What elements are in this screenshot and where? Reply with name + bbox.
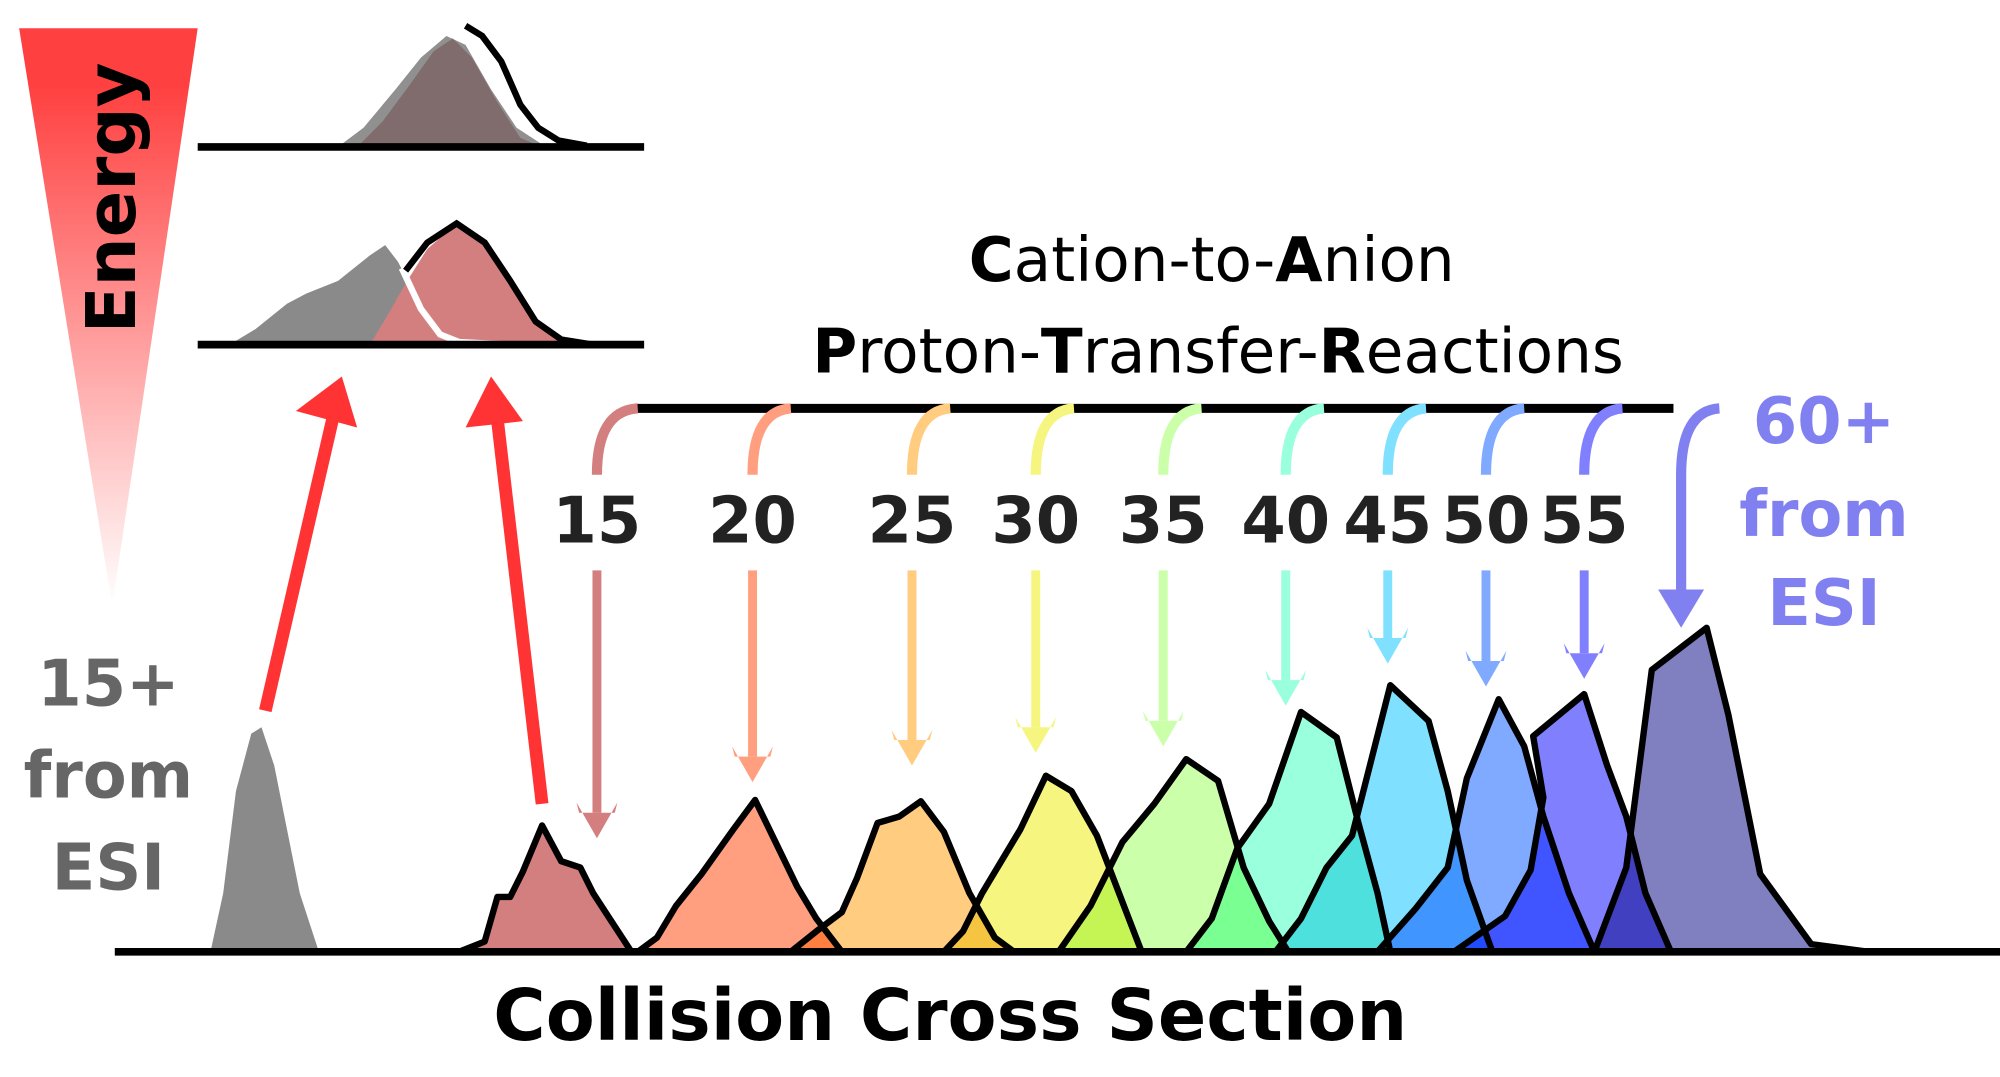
title-segment: C — [969, 225, 1014, 296]
bracket-hook — [1579, 403, 1624, 475]
peak-charge-20 — [634, 796, 846, 955]
esi-low-line-3: ESI — [52, 831, 165, 905]
inset-low-energy — [197, 20, 645, 153]
arrow-down-icon — [732, 746, 773, 783]
esi-high-line-1: 60+ — [1753, 385, 1895, 459]
bracket-hook — [591, 403, 639, 475]
title-segment: eactions — [1366, 317, 1624, 388]
energy-arrow-left — [259, 376, 358, 713]
charge-label-15: 15 — [553, 484, 642, 558]
charge-arrow-35: 35 — [1119, 403, 1208, 747]
arrow-down-icon — [1563, 643, 1605, 679]
bracket-hook — [1280, 403, 1325, 475]
esi-low-line-2: from — [24, 739, 193, 813]
charge-label-30: 30 — [991, 484, 1080, 558]
title-segment: ation-to- — [1014, 225, 1276, 296]
title-segment: T — [1041, 317, 1083, 388]
esi-high-label: 60+ from ESI — [1739, 385, 1908, 641]
esi-low-line-1: 15+ — [37, 648, 179, 722]
title-segment: P — [812, 317, 857, 388]
peak-charge-15 — [455, 822, 635, 955]
peaks — [455, 624, 1872, 955]
charge-arrow-30: 30 — [991, 403, 1080, 753]
charge-arrow-45: 45 — [1343, 403, 1432, 664]
title-segment: roton- — [857, 317, 1041, 388]
charge-arrows: 15 20 25 30 35 40 45 50 55 — [553, 403, 1721, 839]
arrow-down-icon — [1465, 650, 1507, 687]
peak-charge-60+ — [1591, 624, 1872, 955]
charge-label-25: 25 — [868, 484, 957, 558]
charge-label-55: 55 — [1540, 484, 1629, 558]
arrow-down-icon — [1265, 669, 1307, 706]
energy-gradient-triangle — [19, 28, 198, 607]
esi-low-label: 15+ from ESI — [24, 648, 193, 906]
arrow-down-icon — [1142, 710, 1184, 747]
bracket-hook — [1382, 403, 1427, 475]
arrow-down-icon — [1658, 589, 1705, 628]
charge-arrow-20: 20 — [708, 403, 797, 783]
arrow-down-icon — [891, 729, 933, 766]
charge-arrow-40: 40 — [1241, 403, 1330, 706]
arrow-down-icon — [576, 802, 618, 839]
charge-arrow-50: 50 — [1442, 403, 1531, 687]
charge-label-50: 50 — [1442, 484, 1531, 558]
charge-arrow-25: 25 — [868, 403, 957, 766]
bracket-hook — [1030, 403, 1075, 475]
energy-arrow-right — [465, 376, 549, 805]
arrow-down-icon — [1367, 627, 1409, 664]
arrow-down-icon — [1015, 717, 1057, 753]
bracket-hook — [747, 403, 792, 475]
title-segment: A — [1275, 225, 1323, 296]
title-segment: R — [1319, 317, 1366, 388]
title-line-1: Cation-to-Anion — [969, 225, 1455, 296]
charge-arrow-55: 55 — [1540, 403, 1629, 679]
inset-high-energy — [197, 219, 645, 349]
title-segment: nion — [1323, 225, 1455, 296]
esi-high-line-3: ESI — [1767, 567, 1880, 641]
x-axis-label: Collision Cross Section — [493, 974, 1407, 1057]
charge-label-20: 20 — [708, 484, 797, 558]
bracket-hook — [1676, 403, 1721, 600]
title-line-2: Proton-Transfer-Reactions — [812, 317, 1623, 388]
energy-label: Energy — [72, 62, 152, 333]
charge-label-35: 35 — [1119, 484, 1208, 558]
bracket-hook — [1158, 403, 1203, 475]
esi-high-line-2: from — [1739, 478, 1908, 552]
bracket-hook — [906, 403, 951, 475]
charge-arrow-60 — [1658, 403, 1721, 628]
title-segment: ransfer- — [1083, 317, 1319, 388]
charge-label-45: 45 — [1343, 484, 1432, 558]
bracket-hook — [1480, 403, 1525, 475]
charge-arrow-15: 15 — [553, 403, 642, 839]
charge-label-40: 40 — [1241, 484, 1330, 558]
esi-low-peak — [210, 727, 319, 952]
